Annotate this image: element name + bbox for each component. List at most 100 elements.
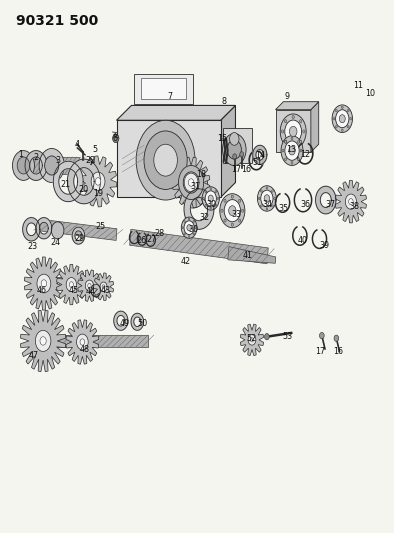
Text: 29: 29 (74, 234, 84, 243)
Circle shape (193, 221, 194, 222)
Polygon shape (221, 106, 236, 197)
Circle shape (251, 338, 253, 342)
Circle shape (238, 219, 241, 222)
Text: 49: 49 (119, 319, 130, 328)
Circle shape (264, 334, 269, 340)
Circle shape (299, 140, 302, 143)
Polygon shape (335, 180, 366, 223)
Circle shape (69, 282, 73, 287)
Circle shape (113, 134, 119, 143)
Circle shape (221, 209, 223, 212)
Circle shape (257, 185, 276, 211)
Text: 40: 40 (298, 237, 308, 246)
Polygon shape (67, 159, 100, 204)
Text: 7: 7 (167, 92, 172, 101)
Circle shape (285, 141, 299, 160)
Circle shape (88, 284, 91, 288)
Text: 45: 45 (68, 286, 78, 295)
Circle shape (229, 206, 236, 216)
FancyBboxPatch shape (275, 110, 311, 152)
Polygon shape (311, 102, 319, 152)
Text: 23: 23 (27, 242, 37, 251)
Text: 33: 33 (231, 210, 241, 219)
Circle shape (266, 208, 268, 210)
Circle shape (154, 144, 177, 176)
Polygon shape (240, 324, 264, 356)
Circle shape (281, 136, 303, 165)
Text: 17: 17 (231, 165, 241, 174)
Circle shape (231, 223, 234, 226)
Circle shape (320, 333, 324, 339)
Text: 18: 18 (196, 170, 206, 179)
Circle shape (300, 149, 302, 152)
Circle shape (284, 158, 286, 160)
Text: 39: 39 (320, 241, 330, 250)
Circle shape (39, 149, 64, 182)
Text: 16: 16 (241, 165, 251, 174)
Circle shape (220, 193, 245, 228)
Polygon shape (78, 270, 101, 301)
Circle shape (339, 115, 345, 123)
Circle shape (289, 146, 295, 155)
Circle shape (215, 204, 217, 206)
Circle shape (238, 199, 241, 203)
Text: 90321 500: 90321 500 (17, 14, 98, 28)
Circle shape (290, 126, 297, 136)
Text: 31: 31 (190, 182, 200, 191)
Circle shape (205, 191, 216, 206)
Text: 50: 50 (137, 319, 147, 328)
Polygon shape (253, 146, 267, 164)
Circle shape (233, 154, 237, 159)
Text: 16: 16 (333, 347, 343, 356)
Circle shape (281, 130, 284, 133)
Circle shape (210, 188, 212, 190)
Text: 4: 4 (75, 140, 80, 149)
Circle shape (284, 119, 287, 123)
Circle shape (334, 335, 339, 342)
Circle shape (335, 126, 337, 128)
FancyBboxPatch shape (141, 78, 186, 99)
Text: 21: 21 (60, 180, 71, 189)
Circle shape (184, 221, 194, 235)
Text: 43: 43 (101, 286, 111, 295)
Circle shape (349, 199, 353, 205)
Polygon shape (130, 229, 268, 264)
Polygon shape (79, 156, 117, 207)
Polygon shape (39, 219, 117, 240)
Text: 26: 26 (136, 237, 146, 246)
Circle shape (332, 105, 353, 133)
Circle shape (335, 109, 337, 112)
Circle shape (292, 116, 294, 118)
Circle shape (297, 141, 299, 143)
Circle shape (271, 205, 273, 207)
Circle shape (292, 144, 294, 148)
FancyBboxPatch shape (134, 74, 193, 104)
Circle shape (66, 278, 76, 292)
Polygon shape (173, 157, 210, 208)
Text: 35: 35 (278, 204, 288, 213)
Text: 24: 24 (50, 238, 61, 247)
Text: 3: 3 (55, 156, 60, 165)
Circle shape (266, 187, 268, 189)
Text: 38: 38 (349, 203, 359, 212)
Circle shape (100, 282, 107, 292)
Circle shape (76, 334, 88, 350)
Circle shape (231, 195, 234, 198)
Circle shape (291, 161, 293, 164)
Text: 22: 22 (86, 156, 96, 165)
Circle shape (223, 134, 246, 165)
Text: 51: 51 (253, 158, 263, 167)
Circle shape (45, 156, 59, 175)
Circle shape (195, 227, 196, 229)
Circle shape (188, 179, 194, 186)
Circle shape (224, 219, 226, 222)
Circle shape (202, 187, 219, 210)
Circle shape (193, 233, 194, 235)
Circle shape (208, 195, 213, 202)
Text: 52: 52 (247, 334, 257, 343)
Circle shape (230, 133, 239, 146)
Circle shape (196, 172, 204, 182)
Circle shape (297, 158, 299, 160)
Circle shape (13, 151, 34, 180)
Polygon shape (184, 189, 214, 229)
